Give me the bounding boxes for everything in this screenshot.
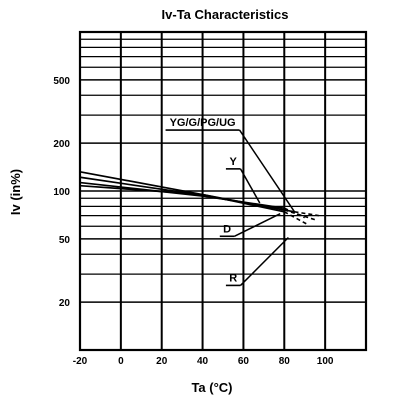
y-tick-label: 200	[53, 139, 70, 150]
x-tick-label: 80	[279, 356, 291, 367]
y-axis-label: Iv (in%)	[8, 169, 23, 215]
series-callout-label: R	[229, 272, 237, 284]
series-line	[79, 181, 285, 209]
x-axis-label: Ta (°C)	[191, 380, 232, 395]
x-tick-label: 0	[118, 356, 124, 367]
series-line	[79, 170, 285, 213]
callout-leader-line	[234, 213, 281, 237]
x-tick-label: 40	[197, 356, 209, 367]
y-tick-label: 500	[53, 76, 70, 87]
callout-leader-line	[238, 129, 296, 213]
x-tick-label: 60	[238, 356, 250, 367]
callout-leader-line	[239, 168, 261, 204]
y-tick-label: 20	[59, 298, 71, 309]
x-tick-label: 100	[317, 356, 334, 367]
x-tick-label: -20	[73, 356, 88, 367]
plot-layer: -20 0 20 40 60 80 100 500 200 100 50 20 YG/G/PG/UG Y D…	[53, 30, 368, 367]
series-callout-label: D	[223, 223, 231, 235]
series-callout-label: YG/G/PG/UG	[170, 117, 236, 129]
series-callout-label: Y	[230, 156, 238, 168]
series-dashed-extension	[283, 207, 306, 219]
chart-title: Iv-Ta Characteristics	[162, 7, 289, 22]
y-tick-label: 100	[53, 187, 70, 198]
series-dashed-extension	[283, 211, 310, 226]
y-tick-label: 50	[59, 235, 71, 246]
callout-leader-line	[239, 236, 289, 286]
x-tick-label: 20	[156, 356, 168, 367]
